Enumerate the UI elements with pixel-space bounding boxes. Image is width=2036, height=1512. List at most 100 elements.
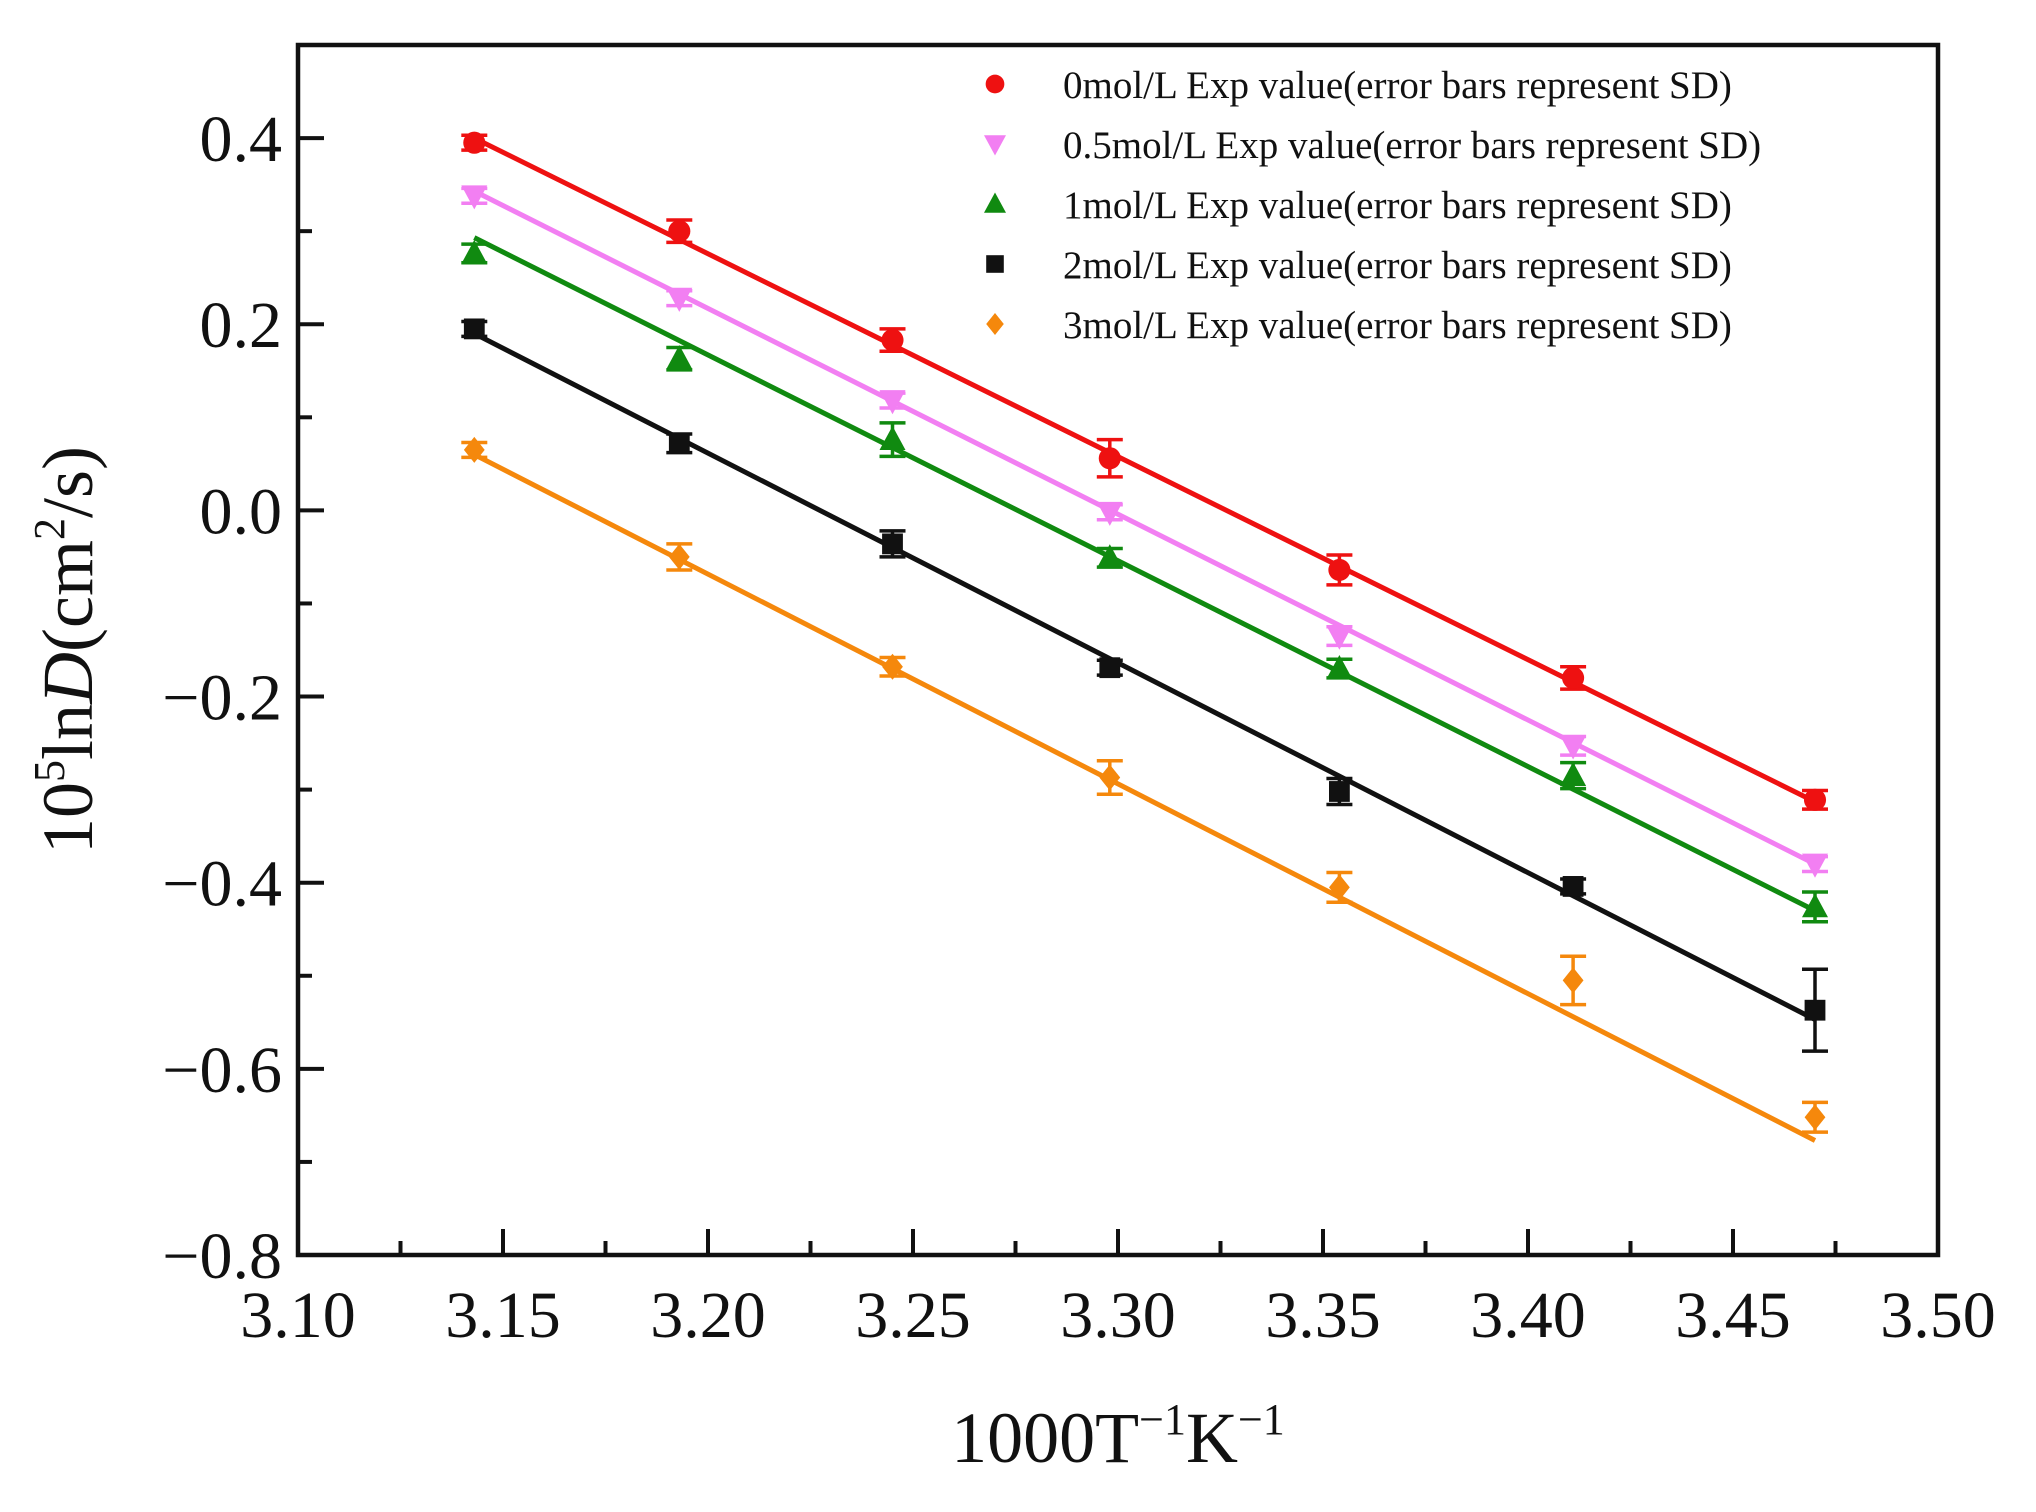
legend-entry-5: 3mol/L Exp value(error bars represent SD… <box>986 304 1732 347</box>
data-point-series-3 <box>666 345 693 372</box>
marker-triangle-down <box>879 390 906 415</box>
fit-line-series-5 <box>473 452 1817 1143</box>
legend: 0mol/L Exp value(error bars represent SD… <box>984 64 1761 347</box>
x-axis-title-sup2: −1 <box>1238 1395 1285 1444</box>
fit-line-series-3 <box>473 235 1817 913</box>
marker-diamond <box>1099 764 1121 791</box>
marker-square <box>1804 999 1826 1021</box>
legend-marker-triangle-down <box>984 135 1006 156</box>
x-tick-label: 3.35 <box>1265 1279 1381 1352</box>
y-tick-label: −0.6 <box>162 1034 282 1107</box>
data-point-series-4 <box>1326 776 1353 807</box>
data-point-series-4 <box>666 432 693 455</box>
data-point-series-5 <box>1802 1100 1828 1134</box>
data-point-series-1 <box>666 218 693 245</box>
fit-line-series-4 <box>473 331 1817 1022</box>
marker-triangle-down <box>1096 501 1123 526</box>
marker-square <box>463 318 485 340</box>
marker-triangle-down <box>1326 625 1353 650</box>
marker-diamond <box>1804 1104 1826 1131</box>
y-axis-title-sup1: 5 <box>25 760 74 782</box>
data-point-series-3 <box>1326 654 1353 680</box>
marker-circle <box>1562 666 1585 689</box>
marker-triangle-down <box>1802 853 1828 878</box>
marker-triangle-down <box>1560 735 1587 760</box>
marker-diamond <box>668 543 690 570</box>
marker-square <box>882 533 903 555</box>
y-tick-label: 0.4 <box>200 103 283 176</box>
fit-line-series-1 <box>473 135 1817 804</box>
marker-triangle-up <box>461 239 488 264</box>
marker-triangle-down <box>461 185 488 210</box>
marker-square <box>1329 781 1350 802</box>
fit-lines <box>473 135 1817 1143</box>
marker-square <box>1562 876 1584 897</box>
x-tick-label: 3.25 <box>855 1279 971 1352</box>
legend-marker-diamond <box>986 313 1004 335</box>
legend-entry-2: 0.5mol/L Exp value(error bars represent … <box>984 124 1761 167</box>
legend-entry-3: 1mol/L Exp value(error bars represent SD… <box>984 184 1732 227</box>
data-point-series-5 <box>1096 759 1123 797</box>
x-tick-label: 3.20 <box>650 1279 766 1352</box>
legend-marker-square <box>986 255 1004 273</box>
marker-square <box>668 432 690 454</box>
legend-label: 0.5mol/L Exp value(error bars represent … <box>1063 124 1761 167</box>
legend-label: 2mol/L Exp value(error bars represent SD… <box>1063 244 1732 287</box>
data-point-series-2 <box>666 287 693 312</box>
data-point-series-5 <box>461 436 488 463</box>
data-point-series-2 <box>879 390 906 415</box>
x-axis-title-sup1: −1 <box>1139 1395 1186 1444</box>
data-point-series-2 <box>461 185 488 210</box>
x-axis-title-base: 1000T <box>951 1398 1139 1478</box>
data-point-series-4 <box>1560 876 1587 897</box>
marker-circle <box>668 220 691 243</box>
legend-entry-4: 2mol/L Exp value(error bars represent SD… <box>986 244 1732 287</box>
data-point-series-1 <box>1326 553 1353 587</box>
legend-marker-circle <box>985 74 1005 94</box>
marker-triangle-up <box>666 345 693 370</box>
marker-diamond <box>1562 967 1584 994</box>
data-point-series-3 <box>1802 890 1828 924</box>
data-point-series-5 <box>666 542 693 572</box>
y-axis-title-unit-end: /s) <box>28 446 108 518</box>
plot-area-frame <box>295 42 1941 1258</box>
marker-diamond <box>882 653 903 680</box>
y-axis-title-sup2: 2 <box>25 518 74 540</box>
x-tick-label: 3.10 <box>240 1279 356 1352</box>
data-point-series-3 <box>879 421 906 459</box>
y-tick-label: −0.2 <box>162 662 282 735</box>
legend-entry-1: 0mol/L Exp value(error bars represent SD… <box>985 64 1732 107</box>
y-tick-label: 0.2 <box>200 289 283 362</box>
y-tick-label: −0.4 <box>162 848 282 921</box>
x-axis-title-mid: K <box>1186 1398 1238 1478</box>
marker-circle <box>1803 788 1827 811</box>
marker-circle <box>881 329 904 352</box>
data-point-series-4 <box>461 318 488 340</box>
marker-triangle-up <box>879 425 906 451</box>
data-point-series-2 <box>1326 624 1353 650</box>
x-tick-label: 3.30 <box>1060 1279 1176 1352</box>
legend-label: 3mol/L Exp value(error bars represent SD… <box>1063 304 1732 347</box>
y-axis-title-unit-start: (cm <box>28 540 108 652</box>
data-point-series-2 <box>1802 853 1828 878</box>
y-axis-title: 105lnD(cm2/s) <box>25 446 108 854</box>
marker-triangle-down <box>666 287 693 312</box>
x-tick-label: 3.40 <box>1470 1279 1586 1352</box>
marker-circle <box>1328 558 1351 582</box>
legend-label: 0mol/L Exp value(error bars represent SD… <box>1063 64 1732 107</box>
x-axis-title: 1000T−1K−1 <box>951 1395 1285 1478</box>
y-axis-title-pre: 10 <box>28 782 108 854</box>
data-markers <box>461 131 1828 1134</box>
data-point-series-4 <box>1802 967 1828 1053</box>
marker-diamond <box>463 436 485 463</box>
x-tick-label: 3.50 <box>1880 1279 1996 1352</box>
marker-diamond <box>1329 874 1350 901</box>
x-tick-label: 3.15 <box>445 1279 561 1352</box>
y-tick-label: −0.8 <box>162 1220 282 1293</box>
fit-line-series-2 <box>473 188 1817 867</box>
marker-triangle-up <box>1326 654 1353 680</box>
data-point-series-1 <box>879 327 906 353</box>
data-point-series-5 <box>1326 870 1353 904</box>
